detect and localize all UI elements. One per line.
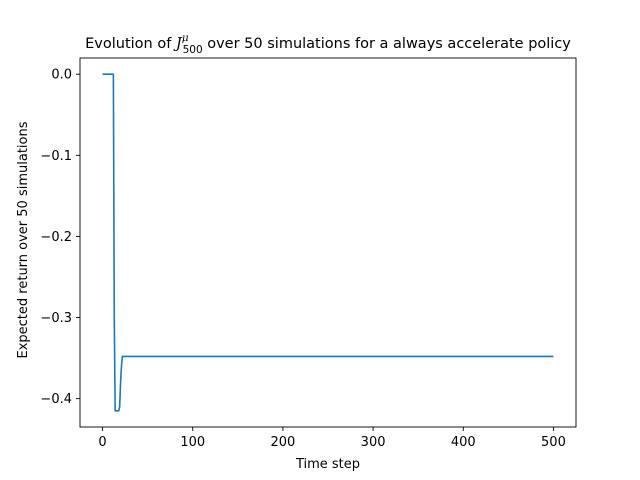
y-axis-label: Expected return over 50 simulations (16, 121, 31, 358)
x-tick-label: 400 (451, 435, 476, 450)
y-tick-label: −0.3 (40, 311, 72, 326)
y-tick-label: 0.0 (51, 68, 72, 83)
title-superscript: μ (182, 32, 189, 44)
title-subscript: 500 (183, 44, 203, 56)
x-axis-label: Time step (295, 457, 360, 472)
x-tick-label: 0 (98, 435, 106, 450)
x-tick-label: 200 (270, 435, 295, 450)
x-tick-label: 500 (541, 435, 566, 450)
y-tick-label: −0.1 (40, 149, 72, 164)
y-tick-label: −0.4 (40, 392, 72, 407)
chart-title: Evolution of Jμ 500 over 50 simulations f… (85, 32, 571, 56)
title-prefix: Evolution of (85, 36, 176, 52)
x-tick-label: 100 (180, 435, 205, 450)
plot-frame (80, 58, 576, 427)
y-tick-label: −0.2 (40, 230, 72, 245)
plot-area: 0 100 200 300 400 500 0.0 −0.1 −0.2 −0.3 −0.4 (40, 58, 576, 450)
title-suffix: over 50 simulations for a always acceler… (203, 36, 572, 52)
x-tick-label: 300 (361, 435, 386, 450)
series-line-0 (103, 74, 554, 411)
